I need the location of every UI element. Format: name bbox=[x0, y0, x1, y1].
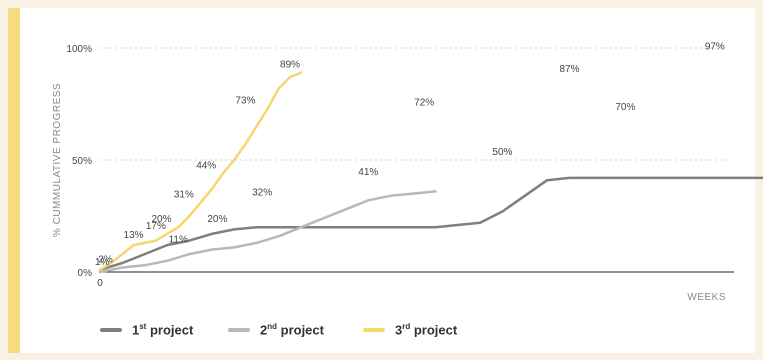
chart-card bbox=[8, 8, 755, 353]
series-line-p3 bbox=[98, 71, 303, 272]
data-label-p1: 2% bbox=[98, 255, 113, 266]
data-label-p2: 97% bbox=[705, 42, 725, 53]
data-label-p2: 72% bbox=[414, 98, 434, 109]
data-label-p1: 11% bbox=[169, 234, 188, 245]
data-label-p3: 44% bbox=[196, 160, 216, 171]
series-line-p2 bbox=[98, 190, 437, 274]
data-label-p3: 73% bbox=[235, 95, 255, 106]
data-label-p3: 20% bbox=[151, 214, 171, 225]
data-label-p2: 13% bbox=[124, 230, 144, 241]
x-axis-title: WEEKS bbox=[687, 292, 726, 303]
legend-label-3rd-project: 3rd project bbox=[395, 322, 458, 338]
data-label-p2: 32% bbox=[252, 187, 272, 198]
y-tick-label: 0% bbox=[78, 268, 93, 279]
legend-item-3rd-project: 3rd project bbox=[363, 322, 457, 337]
data-label-p1: 41% bbox=[358, 167, 378, 178]
legend-label-2nd-project: 2nd project bbox=[260, 322, 324, 338]
legend-swatch-3rd-project bbox=[363, 327, 385, 332]
data-label-p2: 87% bbox=[559, 64, 579, 75]
data-label-p3: 89% bbox=[280, 60, 300, 71]
data-label-p3: 31% bbox=[174, 190, 194, 201]
accent-bar bbox=[8, 8, 20, 353]
data-label-p1: 70% bbox=[615, 102, 635, 113]
legend-item-2nd-project: 2nd project bbox=[228, 322, 324, 337]
data-label-p3: 17% bbox=[146, 221, 166, 232]
data-label-p2: 1% bbox=[95, 257, 110, 268]
legend-item-1st-project: 1st project bbox=[100, 322, 193, 337]
data-label-p1: 50% bbox=[492, 147, 512, 158]
legend-label-1st-project: 1st project bbox=[132, 322, 194, 338]
y-tick-label: 100% bbox=[66, 44, 92, 55]
series-line-p1 bbox=[98, 176, 763, 272]
legend-swatch-2nd-project bbox=[228, 327, 250, 332]
y-axis-title: % CUMMULATIVE PROGRESS bbox=[52, 83, 63, 237]
data-label-p2: 20% bbox=[207, 214, 227, 225]
legend-swatch-1st-project bbox=[100, 327, 122, 332]
x-tick-label: 0 bbox=[97, 278, 103, 289]
y-tick-label: 50% bbox=[72, 156, 92, 167]
